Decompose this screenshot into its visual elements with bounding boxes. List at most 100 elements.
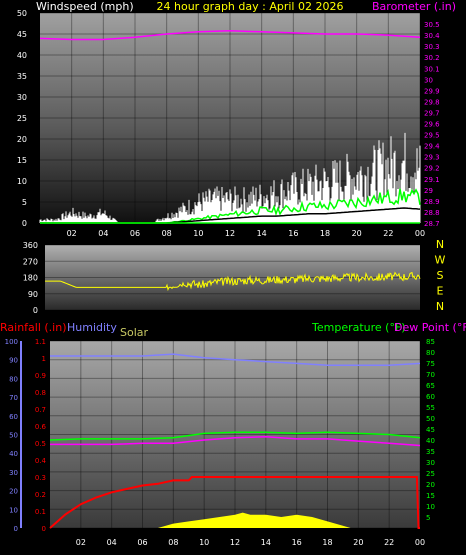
humidity-tick-label: 70 <box>9 394 18 402</box>
wind-x-tick-label: 02 <box>67 229 77 238</box>
wind-tick-label: 30 <box>17 93 27 102</box>
humidity-tick-label: 90 <box>9 357 18 365</box>
rain-x-tick-label: 20 <box>353 538 363 547</box>
rain-tick-label: 0.8 <box>35 389 46 397</box>
direction-tick-label: 0 <box>33 306 38 315</box>
wind-tick-label: 20 <box>17 135 27 144</box>
compass-label: W <box>435 254 446 267</box>
legend-solar: Solar <box>120 326 149 339</box>
barometer-axis-label: Barometer (.in) <box>372 0 456 13</box>
dewpoint-series <box>50 435 421 447</box>
barometer-tick-label: 29.5 <box>424 132 440 140</box>
temperature-tick-label: 75 <box>426 360 435 368</box>
temperature-tick-label: 25 <box>426 470 435 478</box>
wind-x-tick-label: 16 <box>288 229 298 238</box>
rain-tick-label: 1 <box>42 355 46 363</box>
wind-plot-axes: 0 5 10 15 20 25 30 35 40 45 50 28.7 28.8 28.9 29 29.1 29… <box>17 9 440 238</box>
direction-plot-grid <box>45 244 420 311</box>
barometer-tick-label: 30.4 <box>424 32 440 40</box>
rain-tick-label: 0.3 <box>35 474 46 482</box>
temperature-tick-label: 15 <box>426 492 435 500</box>
rain-x-tick-label: 10 <box>199 538 209 547</box>
humidity-tick-label: 50 <box>9 432 18 440</box>
barometer-tick-label: 29.4 <box>424 143 440 151</box>
graph-title: 24 hour graph day : April 02 2026 <box>157 0 344 13</box>
wind-x-tick-label: 14 <box>257 229 267 238</box>
temperature-tick-label: 85 <box>426 338 435 346</box>
wind-x-tick-label: 06 <box>130 229 140 238</box>
wind-tick-label: 50 <box>17 9 27 18</box>
wind-x-tick-label: 20 <box>352 229 362 238</box>
barometer-tick-label: 29.3 <box>424 154 440 162</box>
temperature-tick-label: 35 <box>426 448 435 456</box>
barometer-tick-label: 30.1 <box>424 65 440 73</box>
rain-tick-label: 0.4 <box>35 457 47 465</box>
wind-x-tick-label: 18 <box>320 229 330 238</box>
compass-label: N <box>436 238 444 251</box>
rain-x-tick-label: 00 <box>415 538 425 547</box>
wind-tick-label: 35 <box>17 72 27 81</box>
humidity-tick-label: 80 <box>9 375 18 383</box>
compass-label: N <box>436 300 444 313</box>
wind-tick-label: 40 <box>17 51 27 60</box>
humidity-tick-label: 100 <box>5 338 18 346</box>
wind-x-tick-label: 10 <box>193 229 203 238</box>
rain-tick-label: 0.5 <box>35 440 46 448</box>
barometer-tick-label: 30.5 <box>424 21 440 29</box>
direction-plot-series <box>45 271 421 292</box>
wind-x-tick-label: 22 <box>383 229 393 238</box>
rain-x-tick-label: 16 <box>292 538 302 547</box>
rain-tick-label: 0.7 <box>35 406 46 414</box>
barometer-tick-label: 29.9 <box>424 87 440 95</box>
rain-tick-label: 0 <box>42 525 46 533</box>
wind-x-tick-label: 04 <box>98 229 108 238</box>
rain-x-tick-label: 12 <box>230 538 240 547</box>
humidity-series <box>50 353 421 367</box>
compass-label: S <box>437 269 444 282</box>
humidity-tick-label: 30 <box>9 469 18 477</box>
direction-plot-area <box>45 245 420 310</box>
direction-tick-label: 360 <box>23 241 38 250</box>
wind-tick-label: 15 <box>17 156 27 165</box>
humidity-tick-label: 60 <box>9 413 18 421</box>
legend-rainfall: Rainfall (.in) <box>0 321 67 334</box>
humidity-tick-label: 40 <box>9 450 18 458</box>
wind-tick-label: 0 <box>22 219 27 228</box>
direction-tick-label: 90 <box>28 290 38 299</box>
temperature-tick-label: 40 <box>426 437 435 445</box>
rain-x-tick-label: 14 <box>261 538 271 547</box>
rain-tick-label: 0.6 <box>35 423 47 431</box>
legend-dewpoint: Dew Point (°F) <box>394 321 466 334</box>
rain-tick-label: 0.9 <box>35 372 46 380</box>
temperature-tick-label: 55 <box>426 404 435 412</box>
barometer-tick-label: 29.1 <box>424 176 440 184</box>
temperature-tick-label: 60 <box>426 393 435 401</box>
temperature-tick-label: 5 <box>426 514 430 522</box>
legend-temperature: Temperature (°F) <box>311 321 406 334</box>
temperature-tick-label: 50 <box>426 415 435 423</box>
barometer-tick-label: 30 <box>424 76 433 84</box>
rain-x-tick-label: 08 <box>168 538 178 547</box>
wind-direction-series <box>45 271 421 292</box>
barometer-tick-label: 29.8 <box>424 98 440 106</box>
barometer-tick-label: 30.2 <box>424 54 440 62</box>
wind-x-tick-label: 12 <box>225 229 235 238</box>
rain-plot-series <box>49 353 421 529</box>
compass-label: E <box>437 285 444 298</box>
barometer-tick-label: 28.9 <box>424 198 440 206</box>
rain-tick-label: 0.1 <box>35 508 46 516</box>
rain-tick-label: 1.1 <box>35 338 46 346</box>
rain-x-tick-label: 22 <box>384 538 394 547</box>
wind-x-tick-label: 08 <box>162 229 172 238</box>
humidity-tick-label: 0 <box>14 525 18 533</box>
wind-tick-label: 45 <box>17 30 27 39</box>
wind-tick-label: 10 <box>17 177 27 186</box>
temperature-tick-label: 70 <box>426 371 435 379</box>
wind-tick-label: 25 <box>17 114 27 123</box>
rain-x-tick-label: 06 <box>137 538 147 547</box>
rain-x-tick-label: 02 <box>76 538 86 547</box>
barometer-tick-label: 29.6 <box>424 121 440 129</box>
humidity-tick-label: 20 <box>9 488 18 496</box>
